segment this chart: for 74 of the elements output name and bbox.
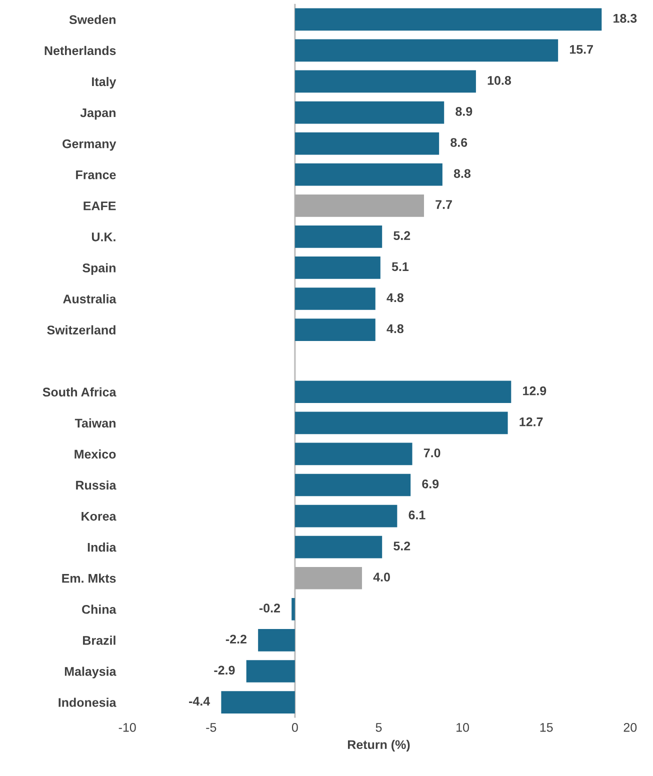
- bar: [221, 691, 295, 714]
- data-label: 18.3: [614, 14, 637, 23]
- x-tick-label: 20: [624, 722, 637, 732]
- data-label: -2.2: [226, 634, 246, 644]
- y-tick-label: Mexico: [74, 449, 116, 459]
- data-label: 5.1: [392, 262, 409, 272]
- data-label: 6.9: [422, 480, 439, 488]
- bar: [294, 536, 382, 558]
- bar: [294, 442, 412, 466]
- bar: [294, 504, 398, 528]
- data-label: -2.9: [214, 666, 235, 675]
- x-tick-label: -5: [206, 723, 216, 732]
- y-tick-label: Japan: [80, 108, 116, 120]
- y-tick-label: Australia: [63, 294, 116, 304]
- x-tick-label: 10: [456, 722, 470, 732]
- data-label: -0.2: [259, 604, 280, 613]
- bar: [258, 629, 295, 652]
- y-tick-label: India: [88, 542, 116, 552]
- y-tick-label: France: [76, 170, 116, 180]
- data-label: 10.8: [488, 76, 512, 85]
- bar: [294, 256, 380, 279]
- bar: [294, 163, 442, 186]
- x-tick-label: 15: [540, 723, 553, 732]
- data-label: 7.0: [424, 448, 440, 458]
- data-label: 6.1: [408, 510, 426, 520]
- y-tick-label: Korea: [82, 512, 116, 521]
- bar: [294, 39, 558, 62]
- data-label: 12.7: [520, 417, 543, 426]
- y-tick-label: Spain: [82, 263, 116, 275]
- bar: [294, 132, 440, 155]
- y-tick-label: U.K.: [92, 232, 116, 242]
- y-tick-label: Brazil: [83, 636, 116, 645]
- bar: [294, 70, 476, 93]
- data-label: 7.7: [436, 200, 452, 209]
- data-label: 5.2: [394, 231, 410, 240]
- data-label: 4.8: [386, 293, 404, 302]
- bar: [294, 380, 512, 404]
- y-tick-label: Em. Mkts: [62, 574, 116, 583]
- x-tick-label: 5: [376, 723, 382, 732]
- y-tick-label: Germany: [62, 139, 116, 151]
- bar: [246, 660, 295, 682]
- y-tick-label: Indonesia: [58, 698, 116, 707]
- y-tick-label: Netherlands: [44, 46, 116, 56]
- data-label: 4.0: [373, 572, 390, 582]
- data-label: 12.9: [523, 386, 546, 396]
- y-tick-label: Malaysia: [64, 666, 116, 678]
- bar: [294, 8, 602, 31]
- bar: [292, 598, 295, 620]
- y-tick-label: China: [82, 604, 116, 614]
- bar: [294, 288, 376, 310]
- bar: [294, 566, 362, 590]
- y-tick-label: Italy: [92, 76, 116, 89]
- x-tick-label: 0: [292, 722, 298, 732]
- bar: [294, 318, 376, 341]
- y-tick-label: EAFE: [84, 202, 116, 210]
- x-axis-title: Return (%): [348, 740, 410, 752]
- data-label: 8.9: [456, 107, 472, 116]
- data-label: 15.7: [570, 45, 593, 54]
- bar: [294, 101, 444, 124]
- bar: [294, 194, 424, 217]
- bar: [294, 226, 382, 248]
- y-tick-label: Taiwan: [74, 418, 116, 428]
- y-tick-label: South Africa: [42, 387, 116, 397]
- data-label: 4.8: [386, 324, 404, 334]
- y-tick-label: Switzerland: [47, 325, 116, 334]
- data-label: -4.4: [189, 696, 210, 706]
- data-label: 8.8: [454, 169, 471, 178]
- x-tick-label: -10: [118, 722, 136, 732]
- data-label: 5.2: [394, 542, 410, 550]
- data-label: 8.6: [450, 138, 468, 147]
- bar: [294, 412, 508, 434]
- y-tick-label: Russia: [76, 480, 116, 490]
- bar: [294, 474, 411, 496]
- y-tick-label: Sweden: [69, 14, 116, 24]
